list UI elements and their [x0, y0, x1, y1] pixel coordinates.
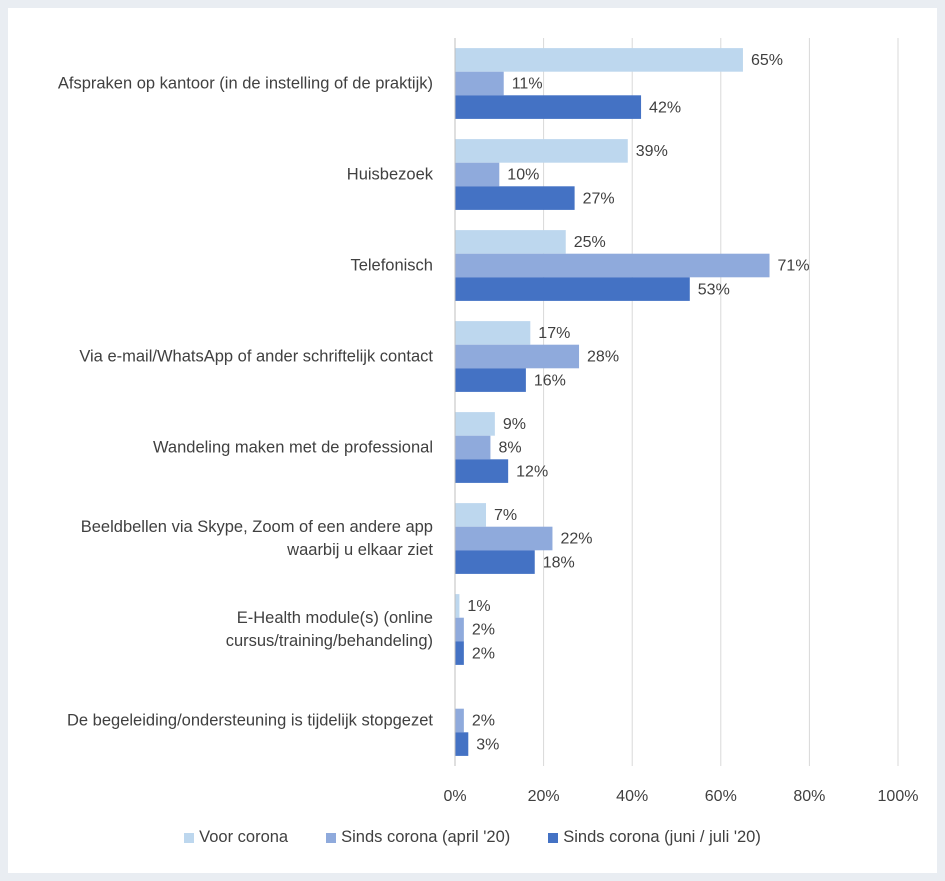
bar — [455, 459, 509, 483]
data-label: 8% — [498, 440, 521, 457]
data-label: 3% — [476, 736, 499, 753]
category-label: Huisbezoek — [346, 165, 433, 183]
legend-item: Sinds corona (juni / juli '20) — [548, 828, 761, 847]
data-label: 12% — [516, 463, 548, 480]
bar — [455, 550, 535, 574]
category-label: Via e-mail/WhatsApp of ander schriftelij… — [79, 347, 433, 365]
legend-label: Sinds corona (april '20) — [341, 828, 511, 846]
category-label: Wandeling maken met de professional — [152, 438, 433, 456]
legend-label: Voor corona — [199, 828, 289, 846]
x-tick-label: 60% — [705, 788, 737, 805]
bar — [455, 162, 500, 187]
bar — [455, 230, 566, 254]
bar — [455, 732, 469, 756]
data-label: 39% — [636, 143, 668, 160]
data-label: 2% — [472, 713, 495, 730]
bar — [455, 139, 628, 163]
data-label: 7% — [494, 507, 517, 524]
category-label: E-Health module(s) (online cursus/traini… — [225, 608, 433, 650]
bar — [455, 708, 464, 733]
data-label: 71% — [778, 258, 810, 275]
x-tick-label: 100% — [878, 788, 919, 805]
category-label: Afspraken op kantoor (in de instelling o… — [57, 74, 433, 92]
x-tick-label: 0% — [443, 788, 466, 805]
bar — [455, 321, 531, 345]
data-label: 53% — [698, 281, 730, 298]
legend-item: Sinds corona (april '20) — [326, 828, 510, 847]
data-label: 2% — [472, 645, 495, 662]
legend-item: Voor corona — [184, 828, 288, 847]
bar — [455, 253, 770, 278]
bar — [455, 503, 487, 527]
bar — [455, 48, 743, 72]
data-label: 28% — [587, 349, 619, 366]
data-label: 17% — [538, 325, 570, 342]
bar — [455, 95, 642, 119]
data-label: 22% — [560, 531, 592, 548]
data-label: 1% — [467, 598, 490, 615]
x-tick-label: 40% — [616, 788, 648, 805]
legend-swatch — [326, 832, 337, 843]
bar — [455, 344, 580, 369]
data-label: 9% — [503, 416, 526, 433]
bar — [455, 277, 690, 301]
data-label: 25% — [574, 234, 606, 251]
data-label: 11% — [512, 76, 543, 93]
data-label: 42% — [649, 99, 681, 116]
data-label: 10% — [507, 167, 539, 184]
category-label: Telefonisch — [350, 256, 433, 274]
bar — [455, 71, 504, 96]
legend: Voor corona Sinds corona (april '20) Sinds… — [0, 828, 945, 847]
bar — [455, 526, 553, 551]
bar — [455, 617, 464, 642]
data-label: 18% — [543, 554, 575, 571]
category-label: Beeldbellen via Skype, Zoom of een ander… — [80, 517, 433, 559]
bar — [455, 435, 491, 460]
legend-swatch — [184, 832, 195, 843]
bar — [455, 186, 575, 210]
x-tick-label: 80% — [793, 788, 825, 805]
data-label: 65% — [751, 52, 783, 69]
data-label: 27% — [583, 190, 615, 207]
bar — [455, 594, 460, 618]
x-tick-label: 20% — [528, 788, 560, 805]
bar — [455, 641, 464, 665]
data-label: 16% — [534, 372, 566, 389]
bar — [455, 368, 526, 392]
bar — [455, 412, 495, 436]
category-label: De begeleiding/ondersteuning is tijdelij… — [67, 711, 433, 729]
legend-label: Sinds corona (juni / juli '20) — [563, 828, 761, 846]
legend-swatch — [548, 832, 559, 843]
data-label: 2% — [472, 622, 495, 639]
